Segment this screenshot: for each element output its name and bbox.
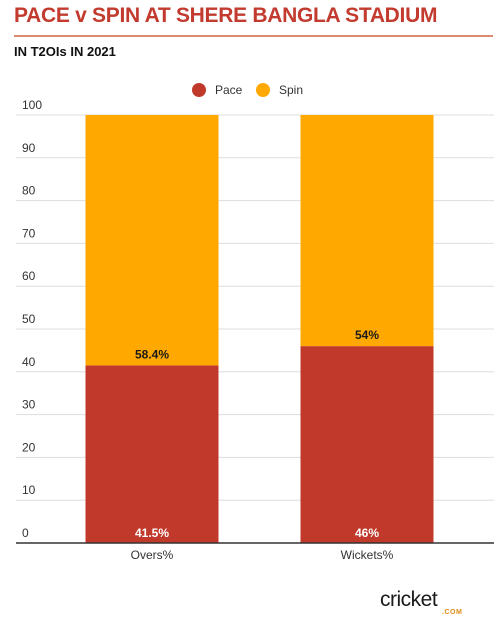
data-label-spin: 54%: [355, 328, 379, 342]
y-tick-label: 70: [22, 226, 36, 240]
data-label-pace: 41.5%: [135, 526, 169, 540]
bar-pace-1: [300, 346, 434, 543]
bar-pace-0: [85, 365, 219, 543]
cricket-com-logo: cricket .COM: [380, 588, 480, 624]
title-underline: [14, 35, 493, 37]
chart-subtitle: IN T2OIs IN 2021: [14, 44, 116, 59]
y-tick-label: 50: [22, 312, 36, 326]
logo-suffix: .COM: [442, 609, 463, 616]
legend-marker-spin: [256, 83, 270, 97]
legend-marker-pace: [192, 83, 206, 97]
legend-label-pace: Pace: [215, 83, 243, 97]
y-tick-label: 60: [22, 269, 36, 283]
y-tick-label: 80: [22, 184, 36, 198]
y-tick-label: 100: [22, 98, 42, 112]
legend-label-spin: Spin: [279, 83, 303, 97]
data-label-spin: 58.4%: [135, 347, 169, 361]
y-tick-label: 20: [22, 440, 36, 454]
chart-title: PACE v SPIN AT SHERE BANGLA STADIUM: [14, 4, 438, 27]
y-tick-label: 10: [22, 483, 36, 497]
logo-wordmark: cricket: [380, 588, 438, 611]
x-tick-label: Overs%: [131, 548, 174, 562]
bar-spin-0: [85, 115, 219, 366]
y-tick-label: 90: [22, 141, 36, 155]
x-tick-label: Wickets%: [341, 548, 394, 562]
y-tick-label: 30: [22, 398, 36, 412]
y-tick-label: 0: [22, 526, 29, 540]
bar-spin-1: [300, 115, 434, 347]
y-tick-label: 40: [22, 355, 36, 369]
data-label-pace: 46%: [355, 526, 379, 540]
